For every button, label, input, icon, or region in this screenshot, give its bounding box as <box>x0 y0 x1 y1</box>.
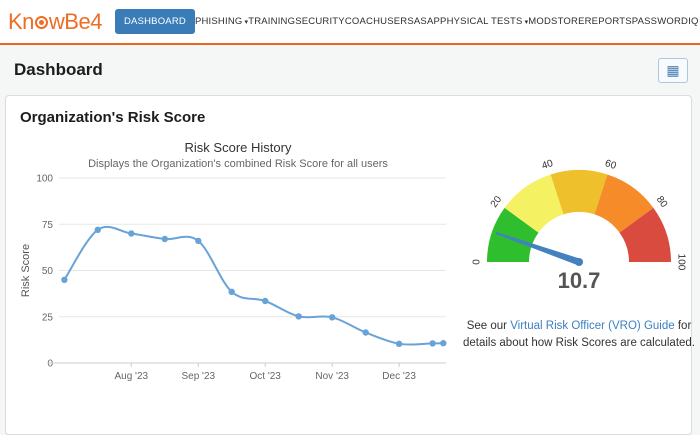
chart-title: Risk Score History <box>184 140 292 155</box>
svg-text:20: 20 <box>489 194 505 210</box>
logo-dot <box>38 20 44 25</box>
logo-target-o-icon <box>34 16 48 29</box>
nav-item-physical-tests-label: PHYSICAL TESTS <box>440 16 523 27</box>
nav-item-asap[interactable]: ASAP <box>413 16 441 27</box>
nav-item-phishing[interactable]: PHISHING ▾ <box>195 16 248 27</box>
risk-score-history-line-chart: 0 25 50 75 100 Aug '23 Sep '23 Oct '23 Nov '23 De… <box>20 174 447 382</box>
caret-down-icon: ▾ <box>524 19 529 26</box>
svg-text:Aug '23: Aug '23 <box>114 371 148 382</box>
knowbe4-logo[interactable]: Kn wBe4 <box>8 9 102 35</box>
risk-gauge-section: 0 20 40 60 80 100 10.7 See our Virtual Risk Of… <box>458 126 700 393</box>
risk-score-gauge: 0 20 40 60 80 100 10.7 <box>472 158 687 292</box>
page-title: Dashboard <box>14 60 103 79</box>
svg-text:10.7: 10.7 <box>558 268 601 292</box>
svg-text:100: 100 <box>676 254 687 271</box>
nav-item-securitycoach[interactable]: SECURITYCOACH <box>295 16 381 27</box>
svg-text:0: 0 <box>472 259 483 265</box>
nav-item-dashboard[interactable]: DASHBOARD <box>114 9 195 34</box>
top-nav: Kn wBe4 DASHBOARD PHISHING ▾ TRAINING SEC… <box>0 0 700 45</box>
svg-text:Risk Score: Risk Score <box>20 244 32 297</box>
table-grid-icon: ▦ <box>666 62 680 78</box>
vro-note: See our Virtual Risk Officer (VRO) Guide… <box>458 318 700 351</box>
svg-text:50: 50 <box>42 266 54 277</box>
logo-text-right: wBe4 <box>48 8 103 34</box>
vro-note-prefix: See our <box>466 320 511 332</box>
nav-item-reports[interactable]: REPORTS <box>584 16 632 27</box>
nav-item-modstore[interactable]: MODSTORE <box>528 16 585 27</box>
dashboard-layout-button[interactable]: ▦ <box>658 57 688 83</box>
nav-item-phishing-label: PHISHING <box>194 16 243 27</box>
svg-text:75: 75 <box>42 220 54 231</box>
svg-text:80: 80 <box>654 194 670 210</box>
svg-text:Dec '23: Dec '23 <box>382 371 416 382</box>
svg-text:40: 40 <box>541 158 555 172</box>
nav-item-physical-tests[interactable]: PHYSICAL TESTS ▾ <box>440 16 528 27</box>
caret-down-icon: ▾ <box>244 19 249 26</box>
nav-items: DASHBOARD PHISHING ▾ TRAINING SECURITYCOA… <box>114 9 699 34</box>
svg-text:0: 0 <box>47 359 53 370</box>
nav-item-users[interactable]: USERS <box>380 16 414 27</box>
card-body: Risk Score History Displays the Organiza… <box>6 126 695 393</box>
risk-score-card: Organization's Risk Score Risk Score His… <box>5 95 695 435</box>
svg-text:Oct '23: Oct '23 <box>250 371 282 382</box>
nav-item-training[interactable]: TRAINING <box>248 16 296 27</box>
vro-guide-link[interactable]: Virtual Risk Officer (VRO) Guide <box>510 320 675 332</box>
svg-text:60: 60 <box>604 158 618 172</box>
logo-text-left: Kn <box>8 8 34 34</box>
svg-text:100: 100 <box>36 174 53 185</box>
page-header: Dashboard ▦ <box>0 45 700 95</box>
nav-item-passwordiq[interactable]: PASSWORDIQ <box>631 16 699 27</box>
svg-text:25: 25 <box>42 312 54 323</box>
svg-text:Nov '23: Nov '23 <box>315 371 349 382</box>
risk-history-section: Risk Score History Displays the Organiza… <box>18 126 458 393</box>
card-title: Organization's Risk Score <box>20 109 206 126</box>
vro-note-suffix: for details about how Risk Scores are ca… <box>462 320 696 349</box>
chart-subtitle: Displays the Organization's combined Ris… <box>88 158 388 170</box>
svg-text:Sep '23: Sep '23 <box>181 371 215 382</box>
